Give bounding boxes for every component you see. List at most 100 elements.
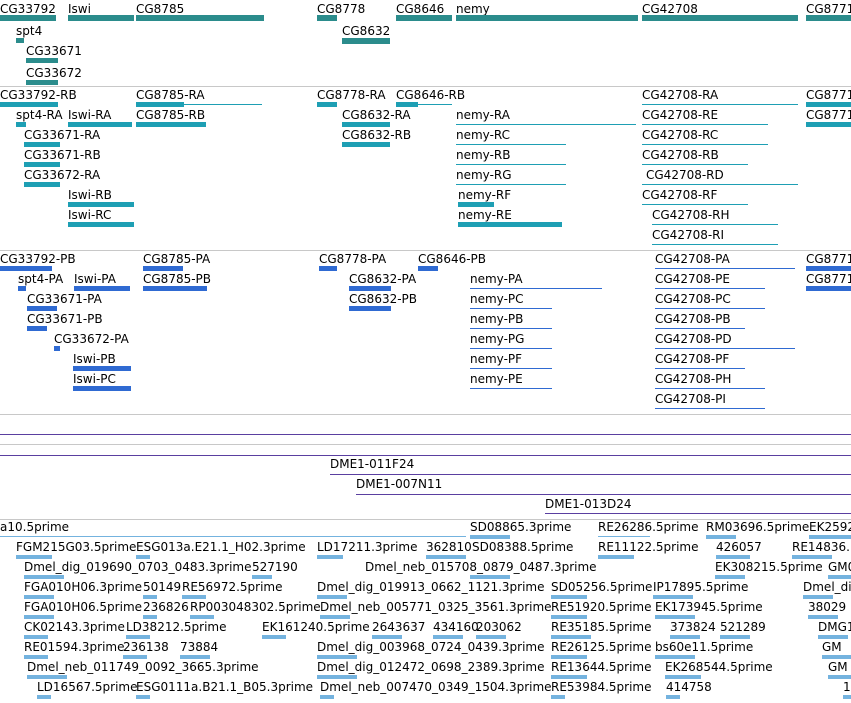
est-feature[interactable] xyxy=(24,575,64,579)
transcript-label[interactable]: CG42708-RE xyxy=(642,108,719,122)
est-feature[interactable] xyxy=(136,555,150,559)
gene-label[interactable]: CG42708 xyxy=(642,2,698,16)
gene-feature[interactable] xyxy=(0,15,56,21)
est-label[interactable]: Dmel_neb_011749_0092_3665.3prime xyxy=(27,660,259,674)
est-feature[interactable] xyxy=(470,535,510,539)
est-feature[interactable] xyxy=(809,535,851,539)
est-label[interactable]: RE53984.5prime xyxy=(551,680,652,694)
est-feature[interactable] xyxy=(317,555,343,559)
est-feature[interactable] xyxy=(551,615,587,619)
protein-label[interactable]: CG8646-PB xyxy=(418,252,487,266)
transcript-label[interactable]: CG8785-RB xyxy=(136,108,206,122)
est-feature[interactable] xyxy=(262,635,286,639)
transcript-feature[interactable] xyxy=(342,122,390,127)
est-label[interactable]: Dmel_dig_019690_0703_0483.3prime xyxy=(24,560,252,574)
est-feature[interactable] xyxy=(715,575,745,579)
transcript-label[interactable]: CG42708-RA xyxy=(642,88,719,102)
est-label[interactable]: FGA010H06.3prime xyxy=(24,580,143,594)
est-label[interactable]: 414758 xyxy=(666,680,712,694)
est-feature[interactable] xyxy=(37,695,51,699)
est-label[interactable]: EK268544.5prime xyxy=(665,660,773,674)
est-label[interactable]: SD08865.3prime xyxy=(470,520,572,534)
protein-label[interactable]: CG42708-PE xyxy=(655,272,730,286)
est-feature[interactable] xyxy=(24,615,54,619)
est-feature[interactable] xyxy=(828,675,851,679)
bac-clone[interactable] xyxy=(356,494,851,495)
transcript-label[interactable]: CG8771 xyxy=(806,108,851,122)
est-label[interactable]: 50149 xyxy=(143,580,182,594)
transcript-label[interactable]: CG42708-RD xyxy=(646,168,724,182)
est-feature[interactable] xyxy=(828,575,851,579)
est-label[interactable]: RE01594.3prime xyxy=(24,640,125,654)
est-label[interactable]: SD05256.5prime xyxy=(551,580,653,594)
transcript-feature[interactable] xyxy=(806,122,851,127)
est-feature[interactable] xyxy=(476,635,506,639)
gene-label[interactable]: spt4 xyxy=(16,24,43,38)
transcript-feature[interactable] xyxy=(24,142,60,147)
gene-feature[interactable] xyxy=(806,15,851,21)
est-label[interactable]: LD16567.5prime xyxy=(37,680,138,694)
est-label[interactable]: GM xyxy=(822,640,842,654)
est-label[interactable]: RM03696.5prime xyxy=(706,520,810,534)
gene-label[interactable]: nemy xyxy=(456,2,490,16)
transcript-feature[interactable] xyxy=(68,202,134,207)
est-feature[interactable] xyxy=(372,635,402,639)
est-label[interactable]: Dmel_neb_007470_0349_1504.3prime xyxy=(320,680,552,694)
protein-feature[interactable] xyxy=(73,386,131,391)
protein-feature[interactable] xyxy=(349,306,391,311)
protein-label[interactable]: CG42708-PI xyxy=(655,392,726,406)
est-feature[interactable] xyxy=(252,575,272,579)
protein-label[interactable]: nemy-PE xyxy=(470,372,523,386)
protein-label[interactable]: Iswi-PC xyxy=(73,372,116,386)
protein-label[interactable]: CG33672-PA xyxy=(54,332,129,346)
est-feature[interactable] xyxy=(433,635,463,639)
est-label[interactable]: RE13644.5prime xyxy=(551,660,652,674)
est-feature[interactable] xyxy=(818,635,848,639)
gene-feature[interactable] xyxy=(26,58,58,63)
est-label[interactable]: 434160 xyxy=(433,620,479,634)
protein-feature[interactable] xyxy=(806,286,851,291)
est-feature[interactable] xyxy=(126,635,150,639)
gene-feature[interactable] xyxy=(642,15,798,21)
gene-label[interactable]: CG33671 xyxy=(26,44,82,58)
transcript-label[interactable]: nemy-RA xyxy=(456,108,510,122)
protein-feature[interactable] xyxy=(74,286,130,291)
protein-label[interactable]: CG42708-PH xyxy=(655,372,732,386)
est-label[interactable]: Dmel_dig_012472_0698_2389.3prime xyxy=(317,660,545,674)
transcript-feature[interactable] xyxy=(317,102,337,107)
est-label[interactable]: ESG0111a.B21.1_B05.3prime xyxy=(136,680,314,694)
est-feature[interactable] xyxy=(665,675,701,679)
protein-label[interactable]: nemy-PC xyxy=(470,292,524,306)
transcript-label[interactable]: nemy-RG xyxy=(456,168,512,182)
est-label[interactable]: IP17895.5prime xyxy=(653,580,749,594)
est-label[interactable]: 38029 xyxy=(808,600,847,614)
est-label[interactable]: 1 xyxy=(843,680,851,694)
gene-feature[interactable] xyxy=(342,38,390,44)
est-feature[interactable] xyxy=(598,555,634,559)
gene-label[interactable]: CG8632 xyxy=(342,24,391,38)
est-feature[interactable] xyxy=(666,695,680,699)
est-feature[interactable] xyxy=(320,615,350,619)
transcript-feature[interactable] xyxy=(396,102,418,107)
bac-label[interactable]: DME1-013D24 xyxy=(545,497,632,511)
est-label[interactable]: EK173945.5prime xyxy=(655,600,763,614)
transcript-feature[interactable] xyxy=(16,122,26,127)
est-feature[interactable] xyxy=(803,595,833,599)
bac-clone[interactable] xyxy=(545,513,851,514)
gene-feature[interactable] xyxy=(317,15,337,21)
transcript-feature[interactable] xyxy=(342,142,390,147)
est-feature[interactable] xyxy=(716,555,750,559)
est-feature[interactable] xyxy=(143,595,157,599)
est-feature[interactable] xyxy=(551,655,587,659)
est-label[interactable]: SD08388.5prime xyxy=(472,540,574,554)
transcript-feature[interactable] xyxy=(806,102,851,107)
protein-feature[interactable] xyxy=(143,286,207,291)
est-feature[interactable] xyxy=(670,635,700,639)
est-label[interactable]: RE14836. xyxy=(792,540,850,554)
gene-feature[interactable] xyxy=(136,15,264,21)
est-feature[interactable] xyxy=(27,675,67,679)
transcript-label[interactable]: CG8632-RA xyxy=(342,108,411,122)
protein-feature[interactable] xyxy=(349,286,391,291)
est-label[interactable]: FGA010H06.5prime xyxy=(24,600,143,614)
est-label[interactable]: EK308215.5prime xyxy=(715,560,823,574)
